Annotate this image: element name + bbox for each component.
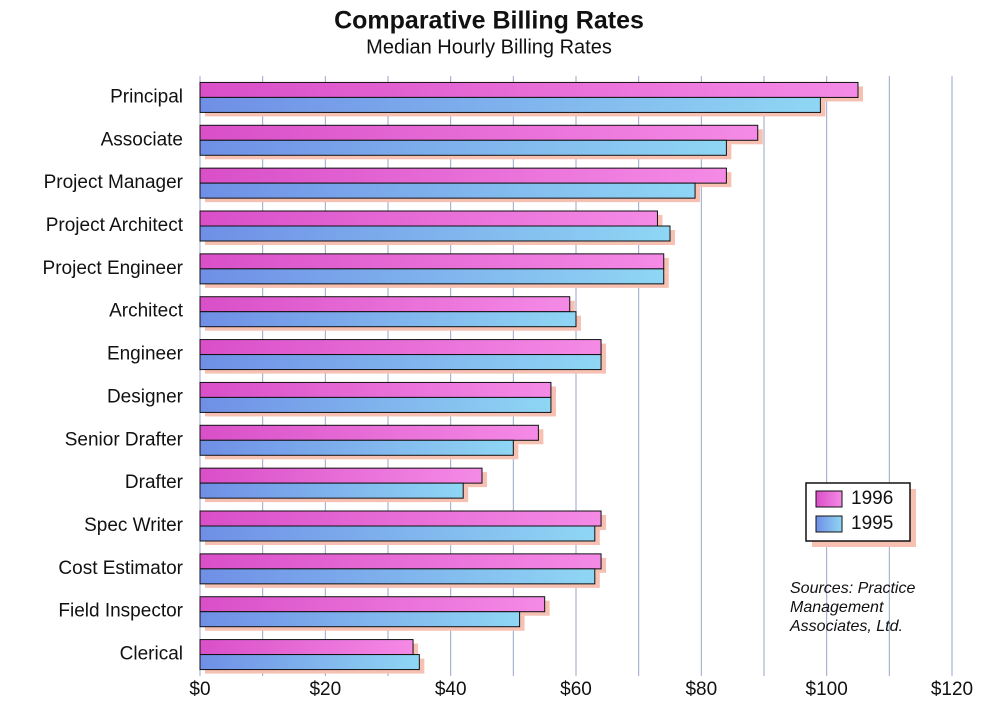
bar [199, 354, 602, 371]
bar [199, 139, 727, 156]
bar [199, 296, 571, 313]
category-label: Drafter [125, 472, 184, 493]
bar [199, 311, 577, 328]
bar [199, 96, 821, 113]
bar [199, 182, 696, 199]
category-label: Spec Writer [84, 515, 184, 536]
category-label: Principal [110, 86, 183, 107]
bar [199, 81, 859, 98]
bar [199, 225, 671, 242]
category-label: Cost Estimator [58, 558, 183, 579]
category-label: Senior Drafter [65, 429, 184, 450]
x-tick-label: $80 [685, 679, 717, 700]
bar [199, 396, 552, 413]
bar [199, 253, 665, 270]
legend-label: 1996 [851, 488, 893, 509]
bar [199, 639, 414, 656]
bar [199, 525, 596, 542]
bar [199, 424, 539, 441]
bar [199, 439, 514, 456]
legend-swatch [815, 515, 843, 533]
bar [199, 210, 658, 227]
source-note: Management [790, 599, 884, 616]
bar [199, 467, 483, 484]
bar [199, 568, 596, 585]
x-tick-label: $0 [189, 679, 210, 700]
category-label: Architect [109, 301, 184, 322]
bar [199, 167, 727, 184]
chart-subtitle: Median Hourly Billing Rates [366, 36, 612, 58]
bar [199, 510, 602, 527]
category-label: Engineer [107, 344, 184, 365]
x-tick-label: $100 [806, 679, 848, 700]
legend-swatch [815, 490, 843, 508]
bar [199, 553, 602, 570]
bar [199, 339, 602, 356]
bar [199, 124, 759, 141]
bar [199, 596, 546, 613]
x-tick-label: $60 [560, 679, 592, 700]
source-note: Sources: Practice [790, 580, 915, 597]
category-label: Project Manager [44, 172, 184, 193]
category-label: Designer [107, 386, 184, 407]
source-note: Associates, Ltd. [789, 618, 903, 635]
category-label: Project Architect [46, 215, 184, 236]
bar [199, 611, 521, 628]
category-label: Project Engineer [43, 258, 184, 279]
legend-label: 1995 [851, 513, 893, 534]
category-label: Clerical [120, 644, 183, 665]
bar [199, 381, 552, 398]
chart-title: Comparative Billing Rates [334, 7, 644, 35]
bar [199, 482, 464, 499]
x-tick-label: $40 [435, 679, 467, 700]
bar [199, 654, 420, 671]
category-label: Field Inspector [58, 601, 183, 622]
x-tick-label: $20 [309, 679, 341, 700]
x-tick-label: $120 [931, 679, 973, 700]
category-label: Associate [101, 129, 183, 150]
bar [199, 268, 665, 285]
